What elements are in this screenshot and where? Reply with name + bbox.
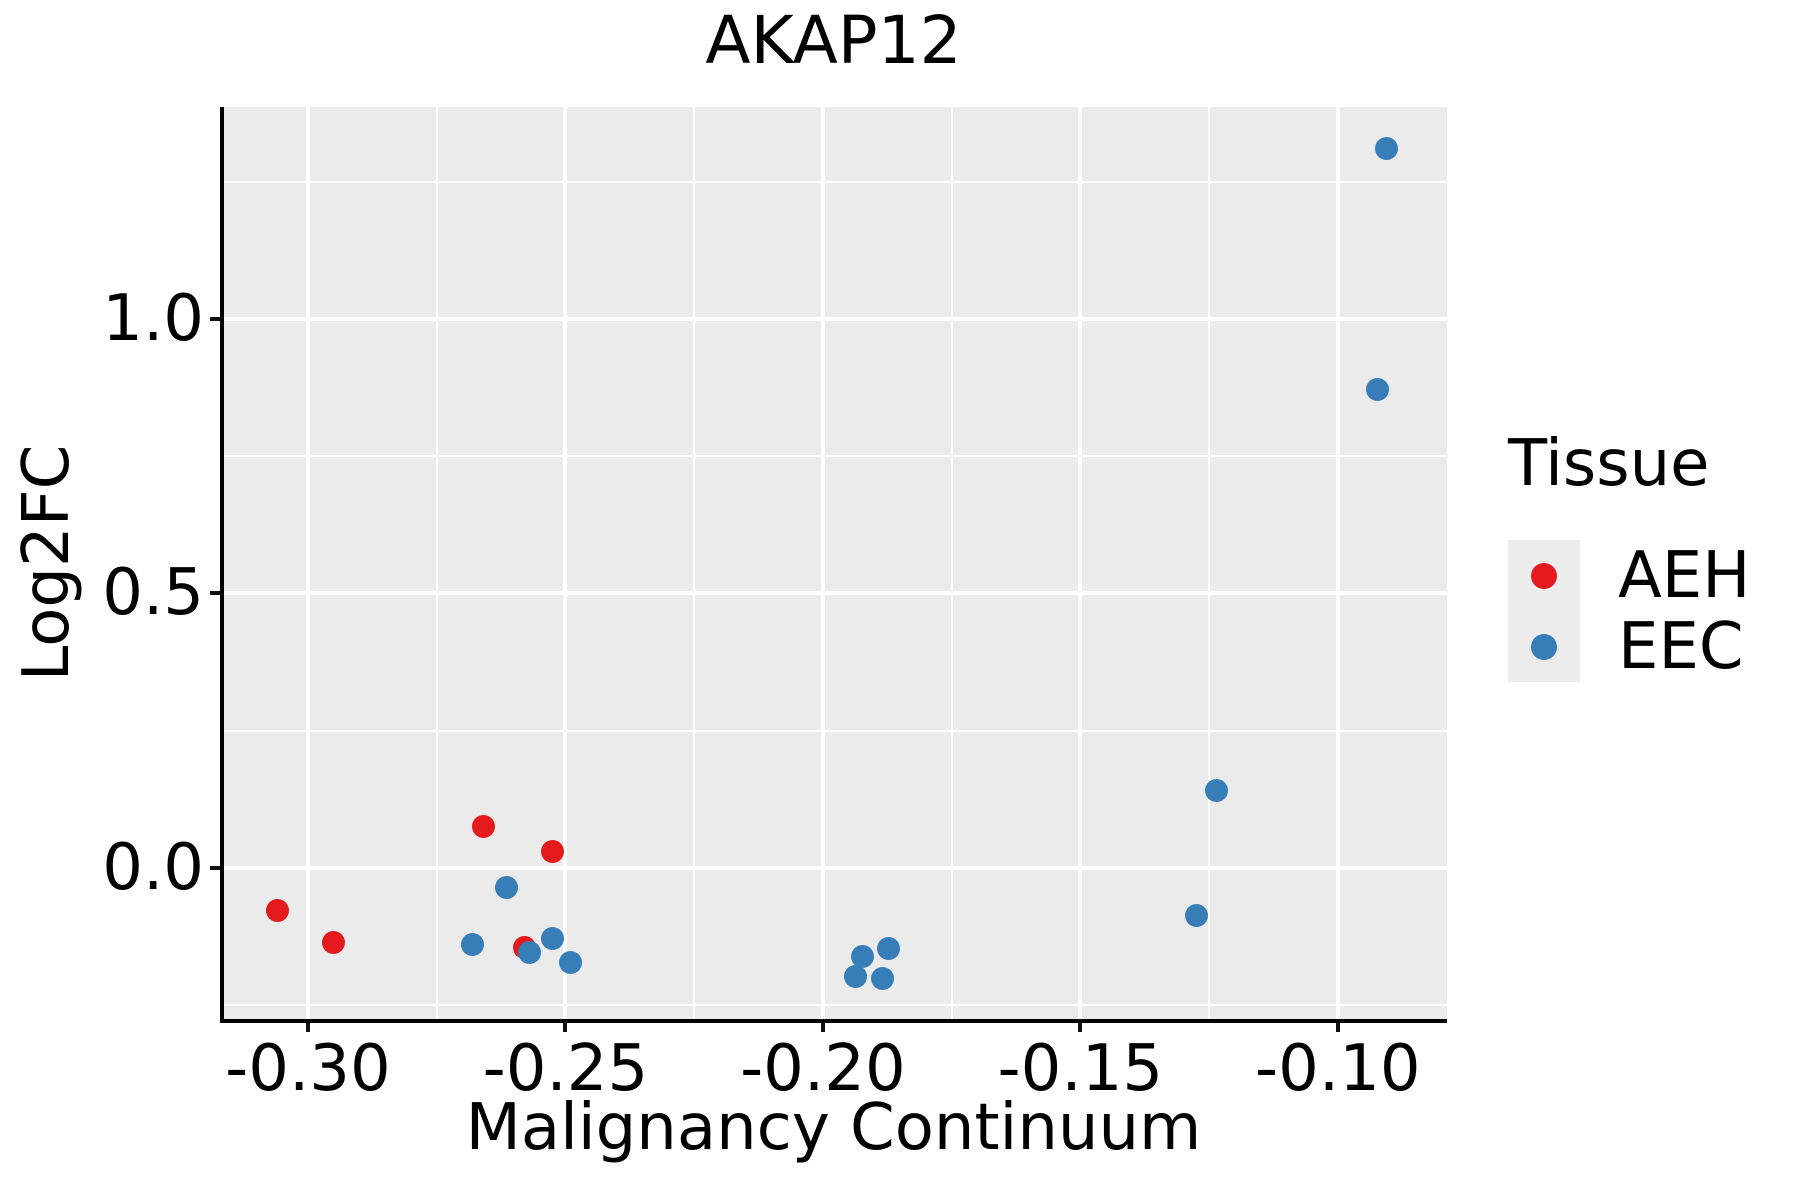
x-tick-mark (820, 1023, 825, 1032)
legend-key-aeh (1508, 540, 1580, 611)
data-point-AEH (322, 930, 346, 954)
minor-gridline-horizontal (224, 729, 1447, 732)
major-gridline-horizontal (224, 316, 1447, 321)
y-tick-mark (210, 316, 220, 321)
x-tick-label: -0.15 (997, 1032, 1164, 1106)
data-point-EEC (494, 875, 518, 899)
x-tick-label: -0.20 (740, 1032, 906, 1106)
data-point-EEC (461, 933, 485, 957)
x-tick-label: -0.25 (482, 1032, 649, 1106)
data-point-EEC (541, 927, 565, 951)
data-point-EEC (870, 967, 894, 991)
major-gridline-vertical (563, 107, 568, 1019)
chart-title: AKAP12 (705, 2, 962, 79)
minor-gridline-horizontal (224, 1004, 1447, 1007)
major-gridline-horizontal (224, 591, 1447, 596)
data-point-EEC (1366, 378, 1390, 402)
x-tick-label: -0.30 (225, 1032, 391, 1106)
eec-point-icon (1531, 633, 1557, 660)
legend-item-label: EEC (1618, 609, 1744, 684)
major-gridline-horizontal (224, 866, 1447, 870)
minor-gridline-vertical (950, 107, 953, 1019)
major-gridline-vertical (1335, 107, 1340, 1019)
x-axis-label: Malignancy Continuum (465, 1091, 1202, 1165)
data-point-EEC (559, 951, 583, 975)
minor-gridline-vertical (1208, 107, 1211, 1019)
major-gridline-vertical (820, 107, 825, 1019)
x-tick-mark (563, 1023, 568, 1032)
minor-gridline-horizontal (224, 455, 1447, 458)
legend-title: Tissue (1508, 427, 1710, 501)
legend: Tissue AEH EEC (1508, 432, 1750, 682)
x-tick-mark (1335, 1023, 1340, 1032)
y-tick-mark (210, 591, 220, 596)
x-tick-mark (1078, 1023, 1083, 1032)
data-point-AEH (471, 815, 495, 839)
y-tick-label: 1.0 (102, 281, 204, 356)
data-point-AEH (265, 898, 289, 922)
data-point-EEC (851, 945, 875, 969)
major-gridline-vertical (1078, 107, 1083, 1019)
x-tick-mark (305, 1023, 310, 1032)
minor-gridline-vertical (693, 107, 696, 1019)
legend-key-eec (1508, 611, 1580, 682)
data-point-AEH (541, 840, 565, 864)
major-gridline-vertical (305, 107, 310, 1019)
y-tick-label: 0.0 (102, 831, 204, 905)
data-point-EEC (843, 964, 867, 988)
minor-gridline-horizontal (224, 180, 1447, 183)
data-point-EEC (1205, 778, 1229, 802)
minor-gridline-vertical (435, 107, 438, 1019)
aeh-point-icon (1531, 562, 1557, 589)
legend-item-aeh: AEH (1508, 540, 1750, 611)
data-point-EEC (1184, 904, 1208, 928)
data-point-EEC (877, 936, 901, 960)
data-point-EEC (1375, 137, 1399, 161)
y-tick-label: 0.5 (102, 556, 204, 631)
legend-item-eec: EEC (1508, 611, 1750, 682)
plot-panel (220, 107, 1447, 1023)
x-tick-label: -0.10 (1255, 1032, 1421, 1106)
y-tick-mark (210, 866, 220, 870)
data-point-EEC (517, 940, 541, 964)
legend-item-label: AEH (1618, 538, 1751, 613)
